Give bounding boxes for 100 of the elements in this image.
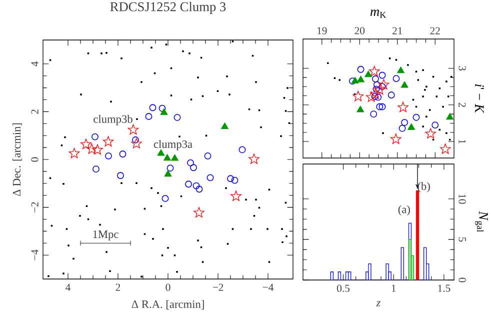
point <box>194 207 204 218</box>
point <box>185 180 192 188</box>
point <box>230 190 242 201</box>
point <box>206 174 214 182</box>
point <box>432 122 439 129</box>
point <box>351 76 359 84</box>
point <box>352 90 364 102</box>
point <box>374 84 386 95</box>
y-tick-label: 2 <box>458 102 466 107</box>
point <box>368 66 380 76</box>
point <box>376 103 384 110</box>
x-tick-label: 22 <box>430 27 440 34</box>
point <box>378 79 390 90</box>
point <box>68 148 80 158</box>
y-tick-label: −4 <box>31 250 38 260</box>
point <box>162 194 169 202</box>
point <box>374 94 382 101</box>
y-axis-title: Δ Dec. [arcmin] <box>12 123 22 196</box>
point <box>227 175 234 182</box>
point <box>92 166 100 173</box>
point <box>221 122 228 130</box>
point <box>92 133 98 140</box>
point <box>398 102 408 112</box>
point <box>128 124 139 135</box>
y-tick-label: 4 <box>31 61 38 66</box>
point <box>119 150 126 158</box>
y-tick-label: 0 <box>31 157 38 162</box>
point <box>204 152 212 160</box>
point <box>374 81 380 88</box>
point <box>192 182 200 190</box>
y-tick-label: 0 <box>458 278 466 282</box>
point <box>164 170 172 177</box>
y-axis-title: i' − K <box>475 84 484 114</box>
point <box>166 164 174 172</box>
y-axis-title: N$_{gal}$ <box>475 211 488 232</box>
point <box>356 106 364 112</box>
point <box>187 159 194 166</box>
point <box>105 152 112 160</box>
point <box>388 92 395 98</box>
annotation: (b) <box>418 182 430 192</box>
point <box>378 72 386 79</box>
point <box>248 154 260 164</box>
point <box>370 88 381 99</box>
point <box>372 75 379 82</box>
point <box>425 128 436 138</box>
point <box>378 103 386 110</box>
point <box>86 144 98 154</box>
point <box>378 83 386 90</box>
x-tick-label: 1.5 <box>438 284 450 292</box>
annotation: clump3a <box>154 140 192 150</box>
point <box>400 81 408 88</box>
point <box>446 113 454 120</box>
point <box>145 113 152 120</box>
point <box>412 114 420 121</box>
annotation: 1Mpc <box>93 230 118 240</box>
x-tick-label: 19 <box>317 27 327 34</box>
x-axis-title: z <box>376 301 381 306</box>
point <box>392 75 400 82</box>
y-tick-label: 2 <box>31 110 38 114</box>
point <box>440 144 451 154</box>
annotation: (a) <box>398 205 410 216</box>
point <box>357 76 364 82</box>
point <box>390 134 402 144</box>
point <box>164 154 171 161</box>
y-tick-label: −2 <box>31 202 38 212</box>
point <box>149 104 156 112</box>
point <box>160 108 168 115</box>
point <box>408 123 416 130</box>
x-tick-label: 0.5 <box>337 284 350 292</box>
point <box>171 154 178 161</box>
y-tick-label: 10 <box>458 194 466 204</box>
point <box>370 110 378 118</box>
x-tick-label: 4 <box>66 284 70 291</box>
point <box>132 136 139 144</box>
point <box>158 104 166 112</box>
x-axis-title: Δ R.A. [arcmin] <box>132 300 204 310</box>
chart-title: RDCSJ1252 Clump 3 <box>110 2 226 14</box>
point <box>117 172 124 179</box>
x-tick-label: 21 <box>392 27 402 34</box>
point <box>401 119 408 126</box>
point <box>131 138 142 148</box>
x-tick-label: 1 <box>392 284 396 292</box>
y-tick-label: 1 <box>458 140 466 144</box>
point <box>398 124 406 132</box>
point <box>80 138 92 150</box>
point <box>348 78 356 85</box>
x-tick-label: 20 <box>354 27 365 34</box>
x-tick-label: −4 <box>262 284 274 291</box>
point <box>371 93 378 100</box>
annotation: clump3b <box>94 114 132 126</box>
y-tick-label: 5 <box>458 237 466 242</box>
x-tick-label: 2 <box>116 284 120 291</box>
point <box>357 66 364 73</box>
point <box>196 186 203 193</box>
x-tick-label: 0 <box>166 284 170 291</box>
x-tick-label: −2 <box>212 284 224 291</box>
point <box>364 70 372 78</box>
x-axis-title: m$_{K}$ <box>370 10 386 18</box>
point <box>92 144 103 155</box>
point <box>397 66 405 74</box>
